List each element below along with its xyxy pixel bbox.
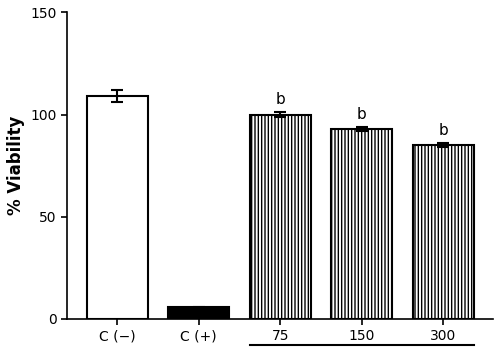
Text: b: b — [276, 92, 285, 107]
Text: b: b — [357, 107, 366, 122]
Bar — [168, 307, 229, 318]
Text: $\mathit{P.\ champechiana}$ (µg/mL): $\mathit{P.\ champechiana}$ (µg/mL) — [0, 349, 1, 350]
Bar — [86, 96, 148, 318]
Bar — [250, 114, 310, 318]
Bar — [331, 129, 392, 318]
Bar — [412, 145, 474, 318]
Text: b: b — [438, 123, 448, 138]
Y-axis label: % Viability: % Viability — [7, 116, 25, 215]
